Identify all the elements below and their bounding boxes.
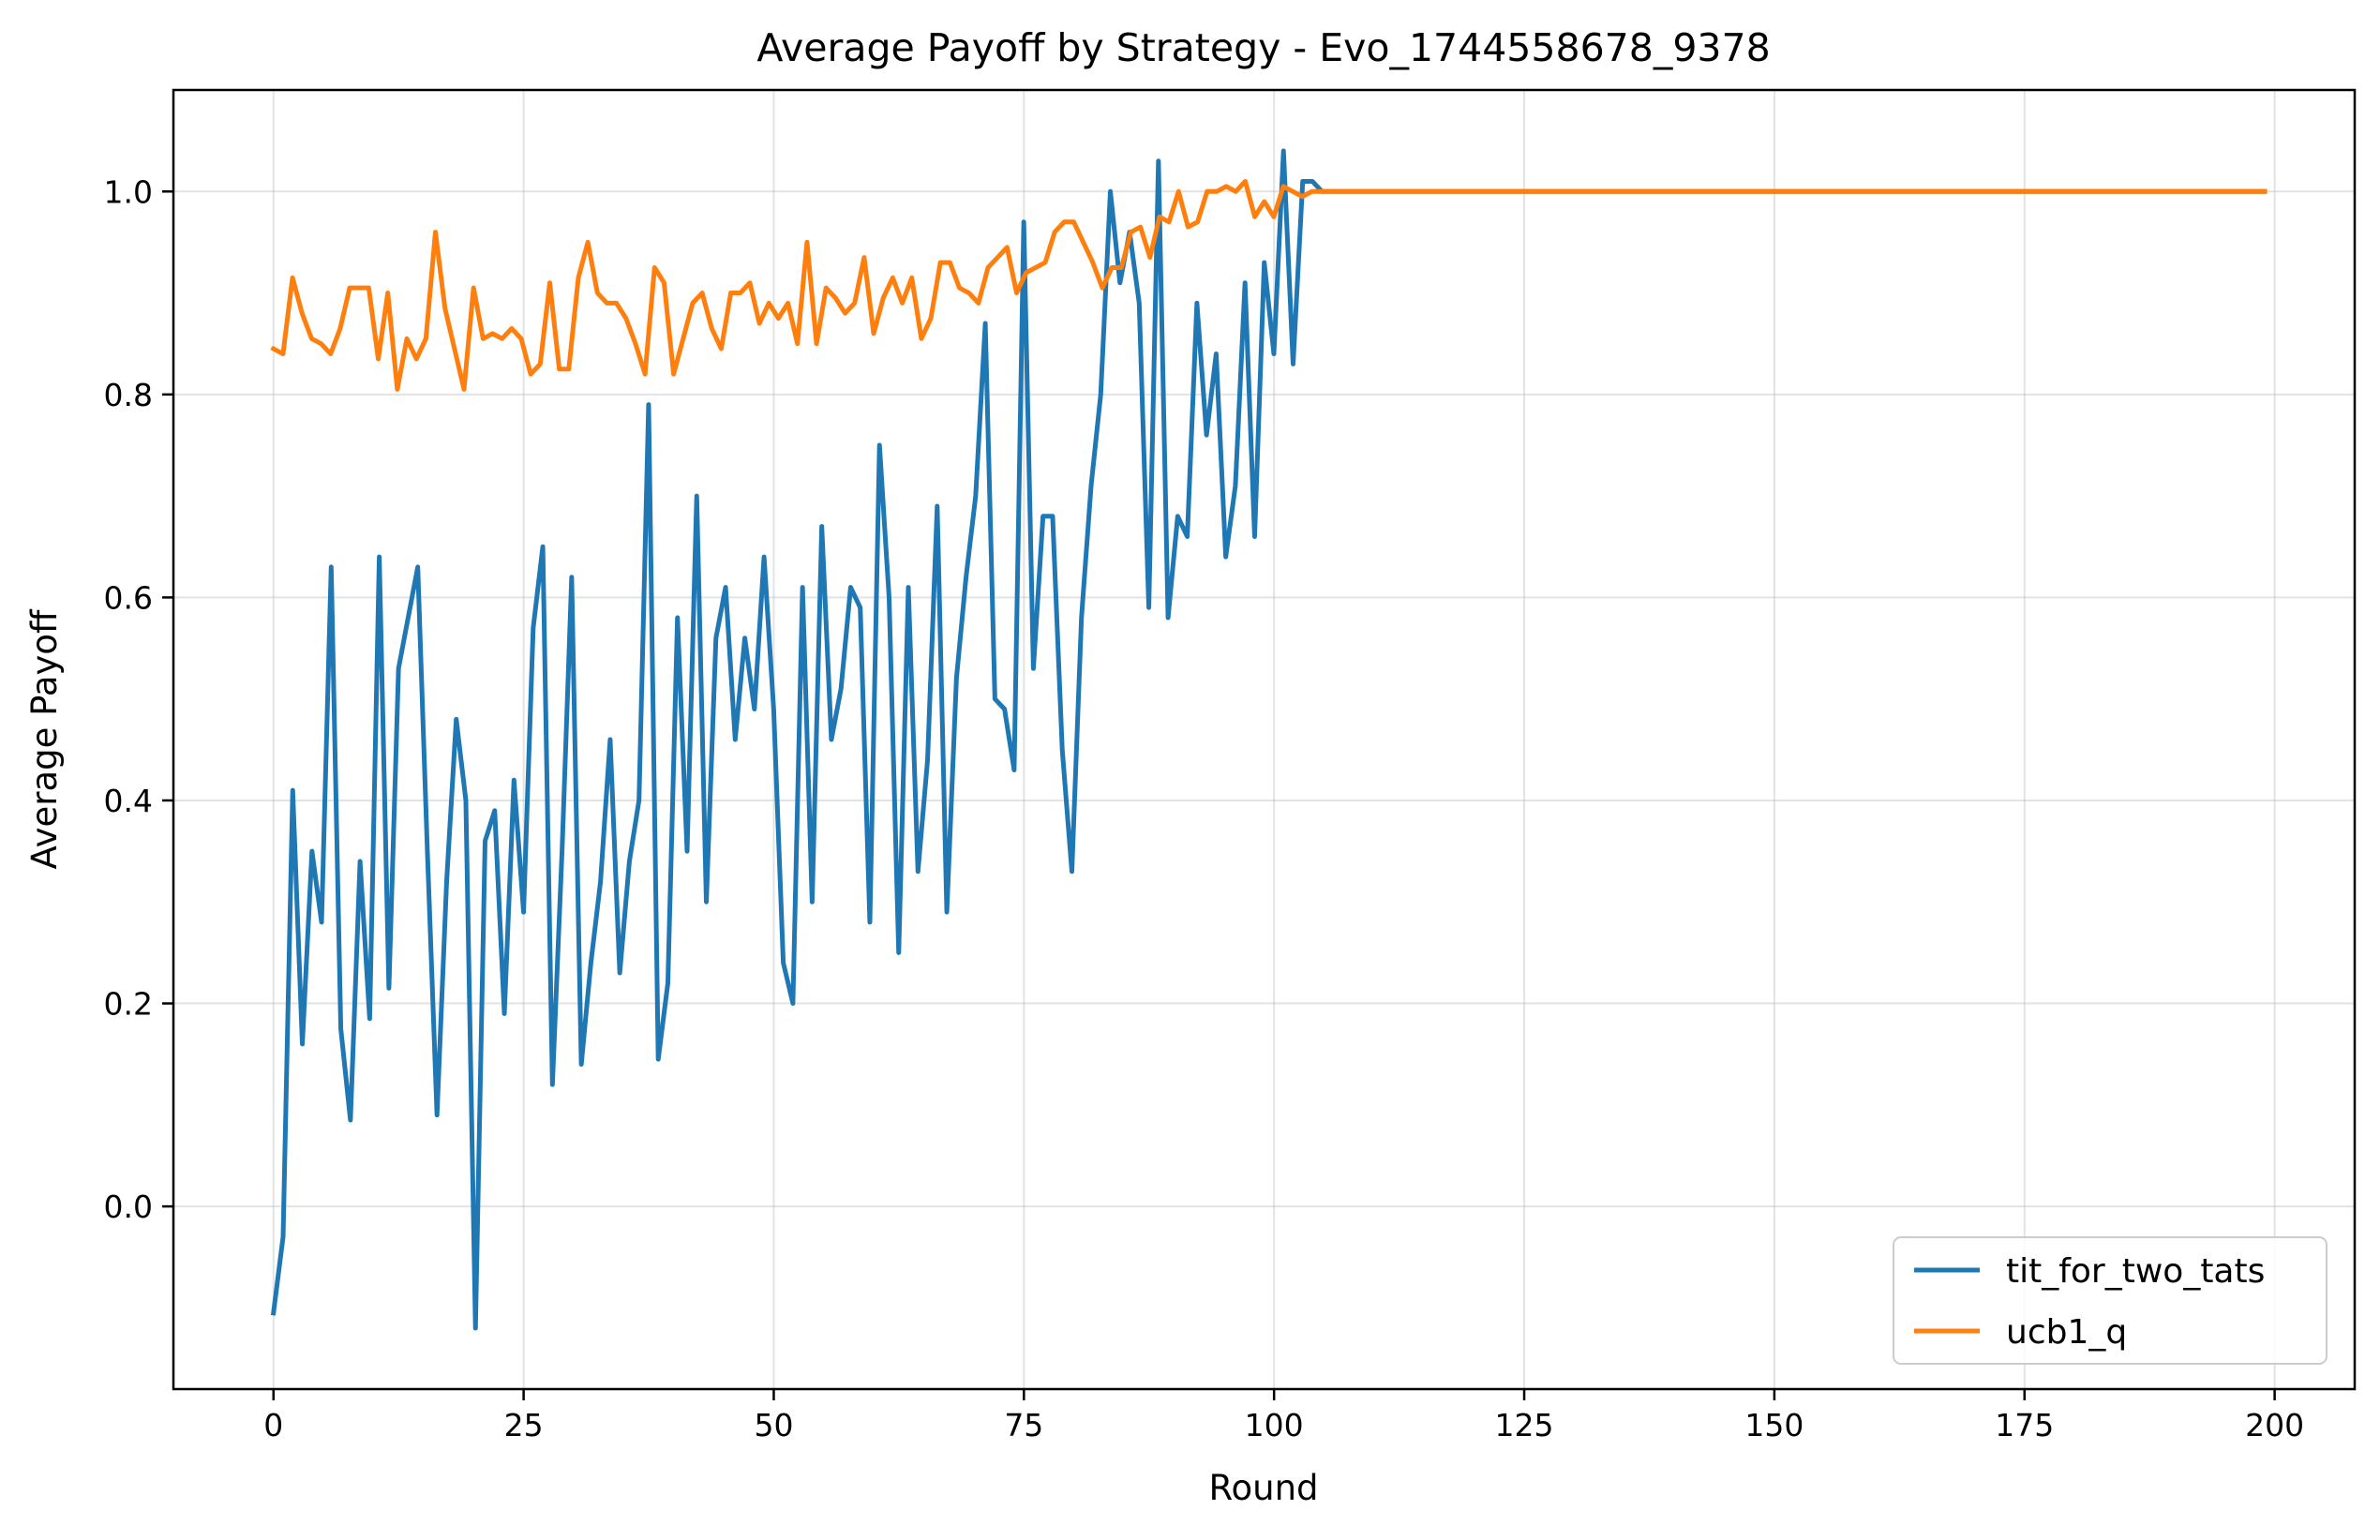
x-tick-label: 25 [504, 1407, 544, 1443]
grid-lines [173, 90, 2355, 1389]
x-tick-label: 100 [1245, 1407, 1304, 1443]
y-tick-label: 0.2 [104, 986, 153, 1023]
y-axis-label: Average Payoff [24, 608, 65, 870]
y-tick-label: 0.8 [104, 377, 153, 413]
x-tick-label: 125 [1495, 1407, 1554, 1443]
x-tick-label: 50 [754, 1407, 793, 1443]
legend-box [1893, 1236, 2328, 1365]
x-tick-label: 75 [1004, 1407, 1043, 1443]
axis-ticks: 0 25 50 75 100 125 150 175 200 0.0 0.2 0.4 0.6 0.8 1.0 [104, 173, 2305, 1443]
legend-label-ucb1-q: ucb1_q [2006, 1313, 2127, 1352]
x-tick-label: 200 [2245, 1407, 2304, 1443]
y-tick-label: 0.0 [104, 1189, 153, 1225]
legend-label-tit-for-two-tats: tit_for_two_tats [2006, 1252, 2265, 1291]
y-tick-label: 1.0 [104, 173, 153, 210]
plot-area-frame [172, 88, 2357, 1391]
series-lines [270, 148, 2268, 1331]
x-tick-label: 0 [263, 1407, 283, 1443]
x-axis-label: Round [1208, 1468, 1318, 1508]
x-tick-label: 150 [1744, 1407, 1804, 1443]
series-line-ucb1-q [270, 178, 2268, 392]
legend: tit_for_two_tats ucb1_q [1893, 1236, 2328, 1365]
chart-title: Average Payoff by Strategy - Evo_1744558… [756, 25, 1770, 70]
x-tick-label: 175 [1995, 1407, 2054, 1443]
y-tick-label: 0.4 [104, 783, 153, 819]
y-tick-label: 0.6 [104, 579, 153, 616]
